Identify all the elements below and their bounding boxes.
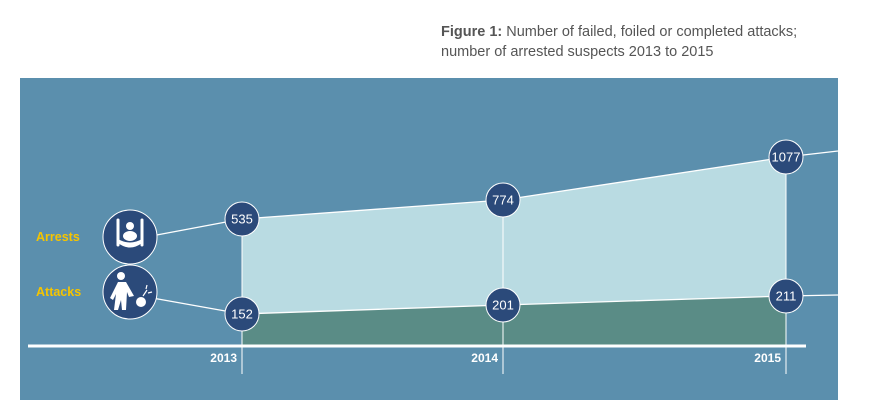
arrests-marker-2013-circle — [224, 201, 260, 237]
caption-line-1: Figure 1: Number of failed, foiled or co… — [441, 22, 861, 42]
arrests-marker-2015-circle — [768, 139, 804, 175]
attacks-marker-2014: 201 — [485, 287, 521, 323]
attacks-marker-2015-label: 211 — [776, 289, 797, 304]
year-label-2014: 2014 — [471, 351, 498, 365]
handcuffs-icon-body — [123, 231, 137, 241]
arrests-area — [242, 157, 786, 346]
figure-caption: Figure 1: Number of failed, foiled or co… — [441, 22, 861, 62]
data-markers: 535 774 1077 152 201 211 — [224, 139, 804, 332]
handcuffs-icon-head — [126, 222, 134, 230]
arrests-marker-2015: 1077 — [768, 139, 804, 175]
handcuffs-icon-cuff — [118, 239, 142, 248]
bomb-thrower-icon-head — [117, 272, 125, 280]
handcuffs-icon — [102, 209, 158, 265]
series-label-attacks: Attacks — [36, 285, 81, 299]
series-label-arrests: Arrests — [36, 230, 80, 244]
attacks-marker-2013: 152 — [224, 296, 260, 332]
arrests-marker-2015-label: 1077 — [772, 150, 801, 165]
attacks-marker-2015-circle — [768, 278, 804, 314]
attacks-area — [242, 296, 786, 346]
attacks-marker-2014-circle — [485, 287, 521, 323]
bomb-thrower-icon-bomb — [136, 297, 146, 307]
year-ticks: 2013 2014 2015 — [210, 157, 787, 374]
arrests-marker-2014-circle — [485, 182, 521, 218]
attacks-marker-2013-label: 152 — [231, 307, 253, 322]
series-legend: Arrests Attacks — [36, 209, 158, 320]
arrests-marker-2014-label: 774 — [492, 193, 514, 208]
arrests-marker-2013: 535 — [224, 201, 260, 237]
caption-text-1: Number of failed, foiled or completed at… — [506, 24, 798, 40]
caption-label: Figure 1: — [441, 24, 503, 40]
arrests-marker-2014: 774 — [485, 182, 521, 218]
attacks-marker-2015: 211 — [768, 278, 804, 314]
year-label-2013: 2013 — [210, 351, 237, 365]
attacks-marker-2014-label: 201 — [492, 298, 514, 313]
attacks-marker-2013-circle — [224, 296, 260, 332]
bomb-thrower-icon — [102, 264, 158, 320]
bomb-thrower-icon-body — [110, 282, 134, 310]
year-label-2015: 2015 — [754, 351, 781, 365]
caption-text-2: number of arrested suspects 2013 to 2015 — [441, 44, 714, 60]
bomb-thrower-icon-spark — [142, 284, 153, 297]
arrests-marker-2013-label: 535 — [231, 212, 253, 227]
